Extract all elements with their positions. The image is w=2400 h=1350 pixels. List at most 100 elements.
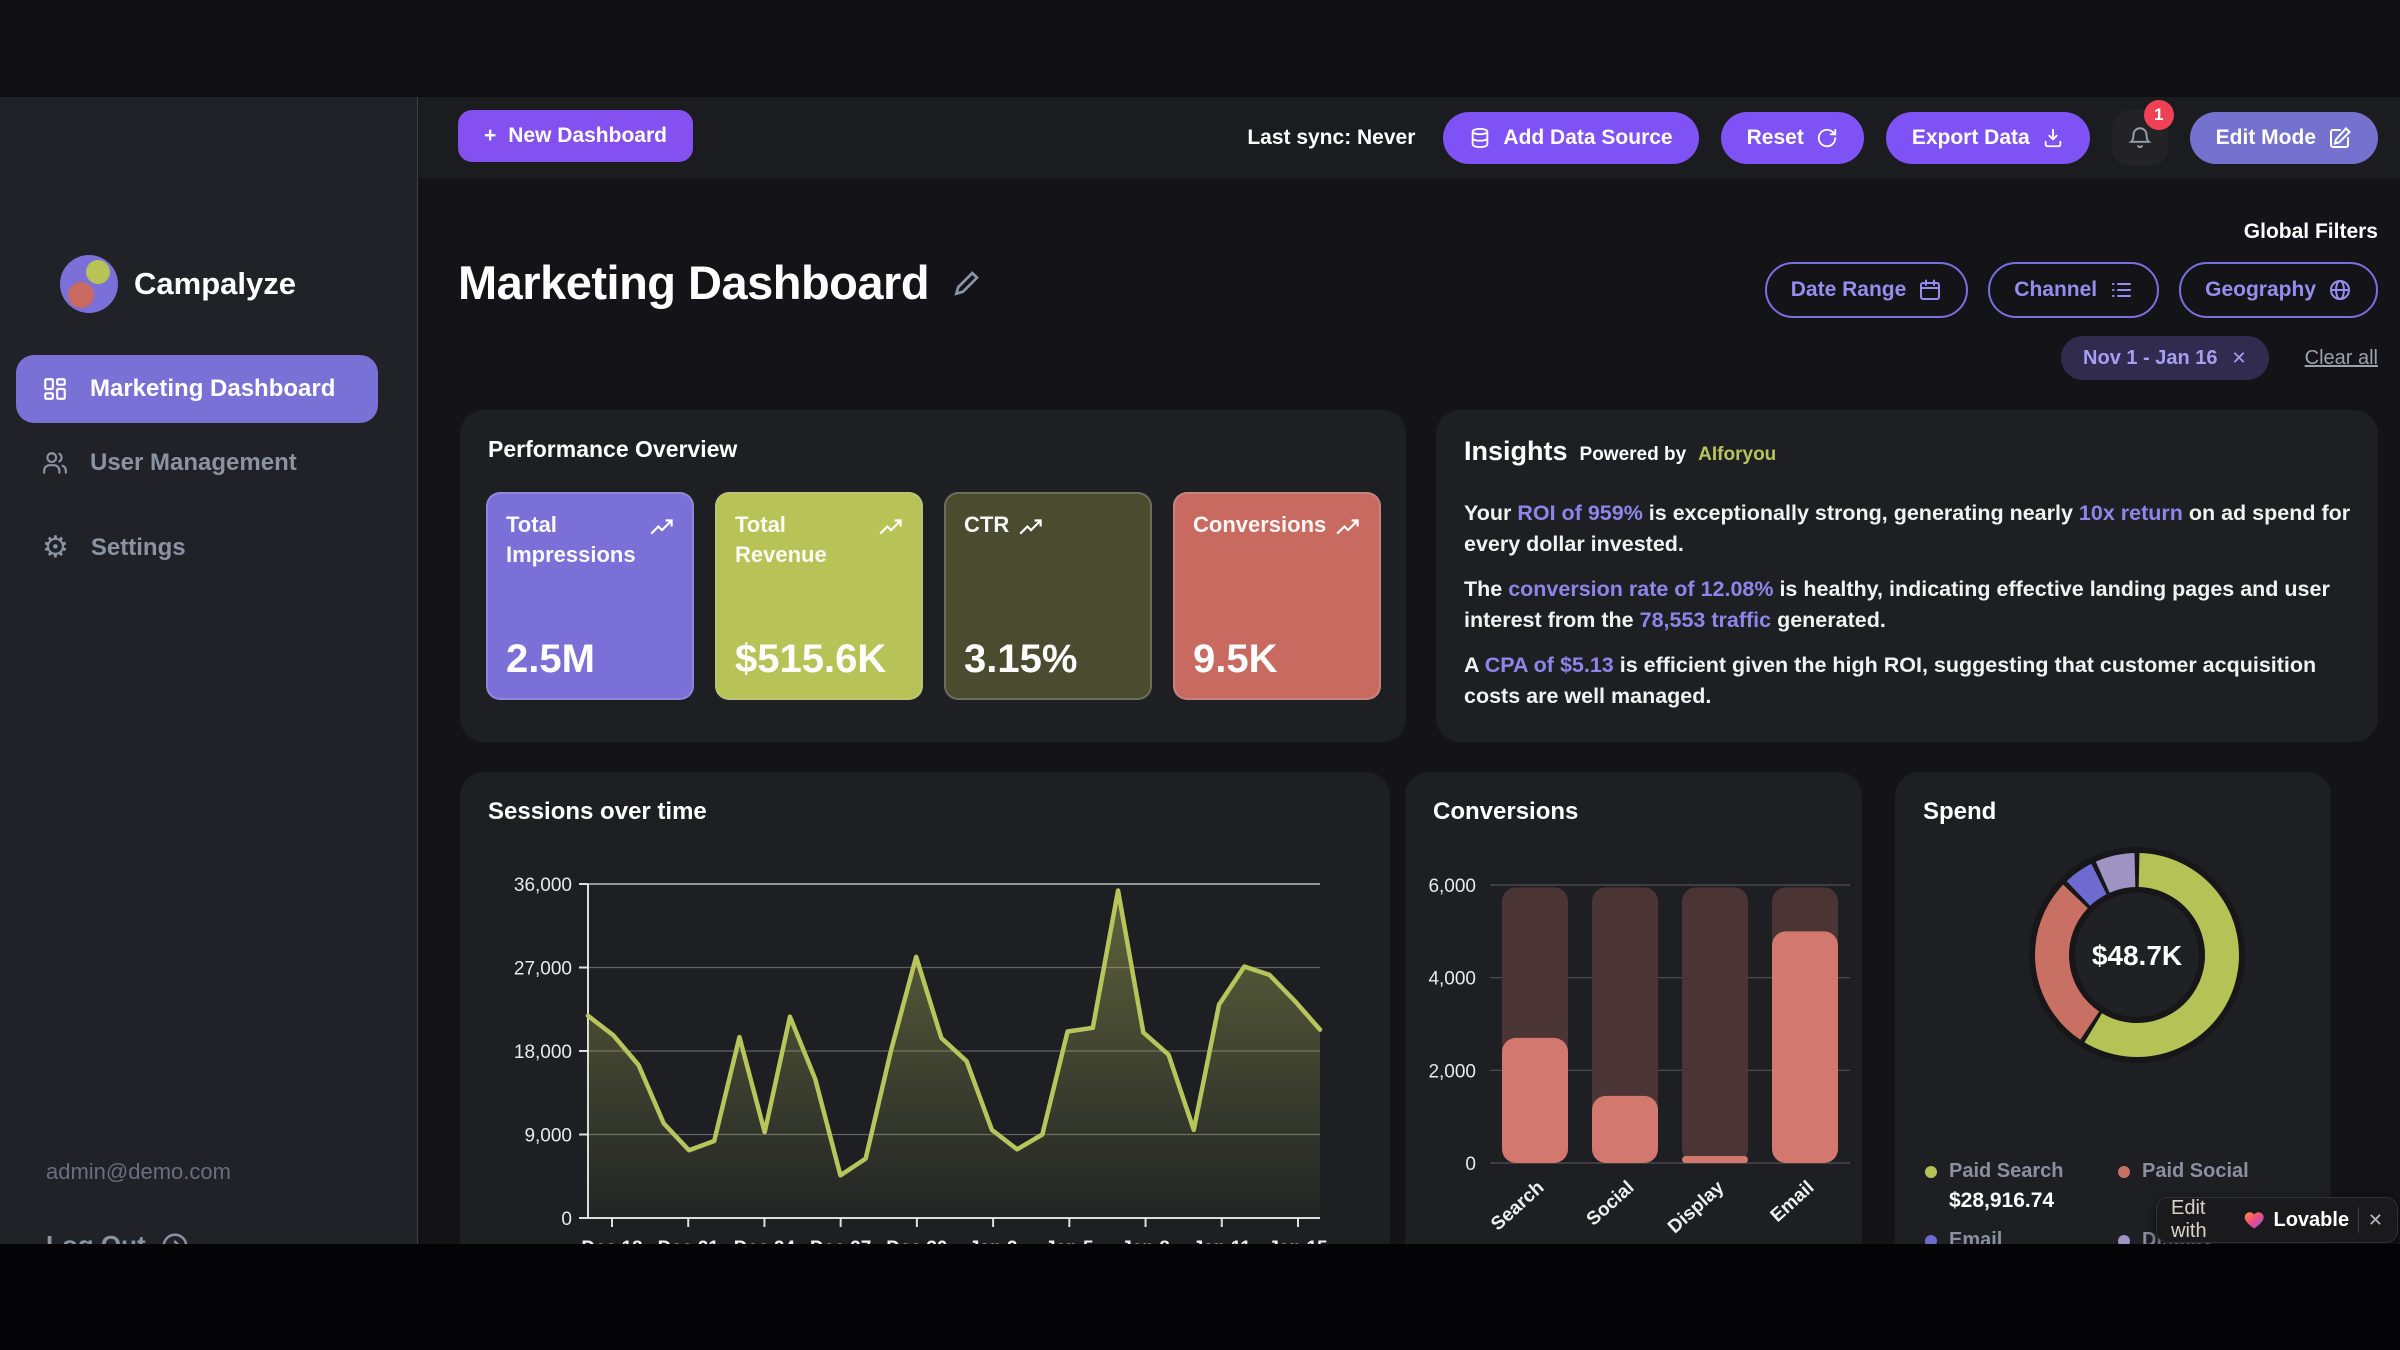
svg-text:0: 0 xyxy=(561,1209,572,1230)
legend-dot xyxy=(2118,1234,2130,1247)
brand-name: Campalyze xyxy=(134,266,296,301)
sidebar: Campalyze Marketing Dashboard User Manag… xyxy=(0,97,418,1260)
spend-donut-chart[interactable]: $48.7K xyxy=(1895,772,2331,1152)
svg-text:27,000: 27,000 xyxy=(514,959,572,980)
global-filters-title: Global Filters xyxy=(2243,220,2378,243)
globe-icon xyxy=(2330,280,2350,300)
geography-filter-button[interactable]: Geography xyxy=(2179,262,2378,318)
chip-label: Nov 1 - Jan 16 xyxy=(2083,346,2218,369)
edit-square-icon xyxy=(2330,126,2351,148)
lovable-heart-icon xyxy=(2244,1212,2264,1229)
logo-dot-red xyxy=(68,282,94,308)
page-title: Marketing Dashboard xyxy=(458,256,930,309)
channel-label: Channel xyxy=(2014,278,2098,301)
svg-text:18,000: 18,000 xyxy=(514,1042,572,1063)
insights-card: Insights Powered by AIforyou Your ROI of… xyxy=(1436,410,2378,742)
svg-text:4,000: 4,000 xyxy=(1428,969,1476,990)
calendar-icon xyxy=(1920,279,1941,300)
gear-icon: ⚙ xyxy=(42,531,69,564)
user-email: admin@demo.com xyxy=(46,1159,231,1184)
active-filter-chip[interactable]: Nov 1 - Jan 16 ✕ xyxy=(2061,336,2269,380)
badge-close-icon[interactable]: ✕ xyxy=(2367,1209,2383,1230)
conversions-bar-chart[interactable]: 0 2,000 4,000 6,000 Search Social Display Email xyxy=(1405,772,1862,1292)
legend-label: Paid Social xyxy=(2142,1160,2249,1182)
spend-chart-card: Spend $48.7K Paid Search Paid Social $28… xyxy=(1895,772,2331,1292)
bottom-strip xyxy=(0,1244,2400,1350)
kpi-value: $515.6K xyxy=(735,637,887,681)
svg-text:Social: Social xyxy=(1583,1177,1639,1230)
svg-text:2,000: 2,000 xyxy=(1428,1061,1476,1082)
performance-title: Performance Overview xyxy=(488,436,738,462)
trending-up-icon xyxy=(879,519,902,535)
channel-filter-button[interactable]: Channel xyxy=(1988,262,2160,318)
export-data-label: Export Data xyxy=(1911,125,2030,149)
geography-label: Geography xyxy=(2205,278,2316,301)
lovable-badge[interactable]: Edit with Lovable ✕ xyxy=(2156,1197,2398,1243)
trending-up-icon xyxy=(650,519,673,535)
kpi-label: CTR xyxy=(964,512,1010,537)
sidebar-item-label: Settings xyxy=(90,534,186,561)
brand: Campalyze xyxy=(60,255,296,313)
sidebar-item-label: User Management xyxy=(90,449,297,476)
download-icon xyxy=(2044,128,2061,147)
legend-dot xyxy=(1925,1165,1937,1178)
svg-text:9,000: 9,000 xyxy=(524,1126,572,1147)
sidebar-item-marketing-dashboard[interactable]: Marketing Dashboard xyxy=(16,355,378,423)
kpi-value: 3.15% xyxy=(964,637,1078,681)
trending-up-icon xyxy=(1019,519,1042,535)
top-strip xyxy=(0,0,2400,97)
add-data-source-button[interactable]: Add Data Source xyxy=(1443,111,1699,164)
legend-paid-search: Paid Search xyxy=(1925,1160,2118,1183)
badge-divider xyxy=(2358,1207,2359,1233)
svg-text:$48.7K: $48.7K xyxy=(2092,940,2182,971)
list-icon xyxy=(2112,283,2132,297)
svg-text:36,000: 36,000 xyxy=(514,875,572,896)
legend-paid-social: Paid Social xyxy=(2118,1160,2311,1183)
reset-button[interactable]: Reset xyxy=(1720,111,1864,164)
insights-paragraphs: Your ROI of 959% is exceptionally strong… xyxy=(1464,501,2351,708)
kpi-ctr[interactable]: CTR 3.15% xyxy=(944,492,1152,700)
kpi-label: Total Impressions xyxy=(506,512,636,567)
kpi-total-impressions[interactable]: Total Impressions 2.5M xyxy=(486,492,694,700)
svg-text:Email: Email xyxy=(1767,1177,1819,1227)
clear-all-link[interactable]: Clear all xyxy=(2304,346,2378,369)
legend-dot xyxy=(2118,1165,2130,1178)
svg-text:6,000: 6,000 xyxy=(1428,876,1476,897)
spend-chart-title: Spend xyxy=(1923,798,1997,825)
chip-close-icon[interactable]: ✕ xyxy=(2231,347,2247,368)
sessions-over-time-card: Sessions over time 0 9,000 18,000 27,000 36,… xyxy=(460,772,1390,1292)
svg-text:0: 0 xyxy=(1465,1154,1476,1175)
lovable-brand: Lovable xyxy=(2273,1208,2350,1231)
date-range-filter-button[interactable]: Date Range xyxy=(1764,262,1969,318)
insights-title: Insights xyxy=(1464,436,1568,466)
edit-mode-button[interactable]: Edit Mode xyxy=(2189,111,2378,164)
database-icon xyxy=(1472,127,1489,148)
performance-overview-card: Performance Overview Total Impressions 2… xyxy=(460,410,1406,742)
sidebar-item-label: Marketing Dashboard xyxy=(90,375,336,402)
trending-up-icon xyxy=(1336,519,1359,535)
svg-text:Display: Display xyxy=(1664,1177,1729,1238)
notification-badge: 1 xyxy=(2143,99,2174,130)
lovable-prefix: Edit with xyxy=(2171,1197,2207,1242)
edit-title-pencil-icon[interactable] xyxy=(951,267,983,299)
campalyze-logo-icon xyxy=(60,255,118,313)
sidebar-item-settings[interactable]: ⚙ Settings xyxy=(16,533,378,563)
kpi-conversions[interactable]: Conversions 9.5K xyxy=(1173,492,1381,700)
legend-paid-search-value: $28,916.74 xyxy=(1949,1189,2055,1212)
sessions-chart-title: Sessions over time xyxy=(488,798,707,825)
sidebar-item-user-management[interactable]: User Management xyxy=(16,449,378,477)
logo-dot-green xyxy=(86,260,110,284)
edit-mode-label: Edit Mode xyxy=(2215,125,2316,149)
reset-label: Reset xyxy=(1746,125,1804,149)
new-dashboard-button[interactable]: + New Dashboard xyxy=(458,110,693,162)
conversions-chart-card: Conversions 0 2,000 4,000 6,000 Search Social… xyxy=(1405,772,1862,1292)
add-data-source-label: Add Data Source xyxy=(1503,125,1673,149)
kpi-label: Total Revenue xyxy=(735,512,827,567)
notifications-button[interactable]: 1 xyxy=(2111,99,2174,166)
svg-text:Search: Search xyxy=(1487,1177,1548,1235)
powered-by-label: Powered by xyxy=(1579,444,1687,465)
export-data-button[interactable]: Export Data xyxy=(1885,111,2090,164)
plus-icon: + xyxy=(484,124,497,147)
kpi-total-revenue[interactable]: Total Revenue $515.6K xyxy=(715,492,923,700)
